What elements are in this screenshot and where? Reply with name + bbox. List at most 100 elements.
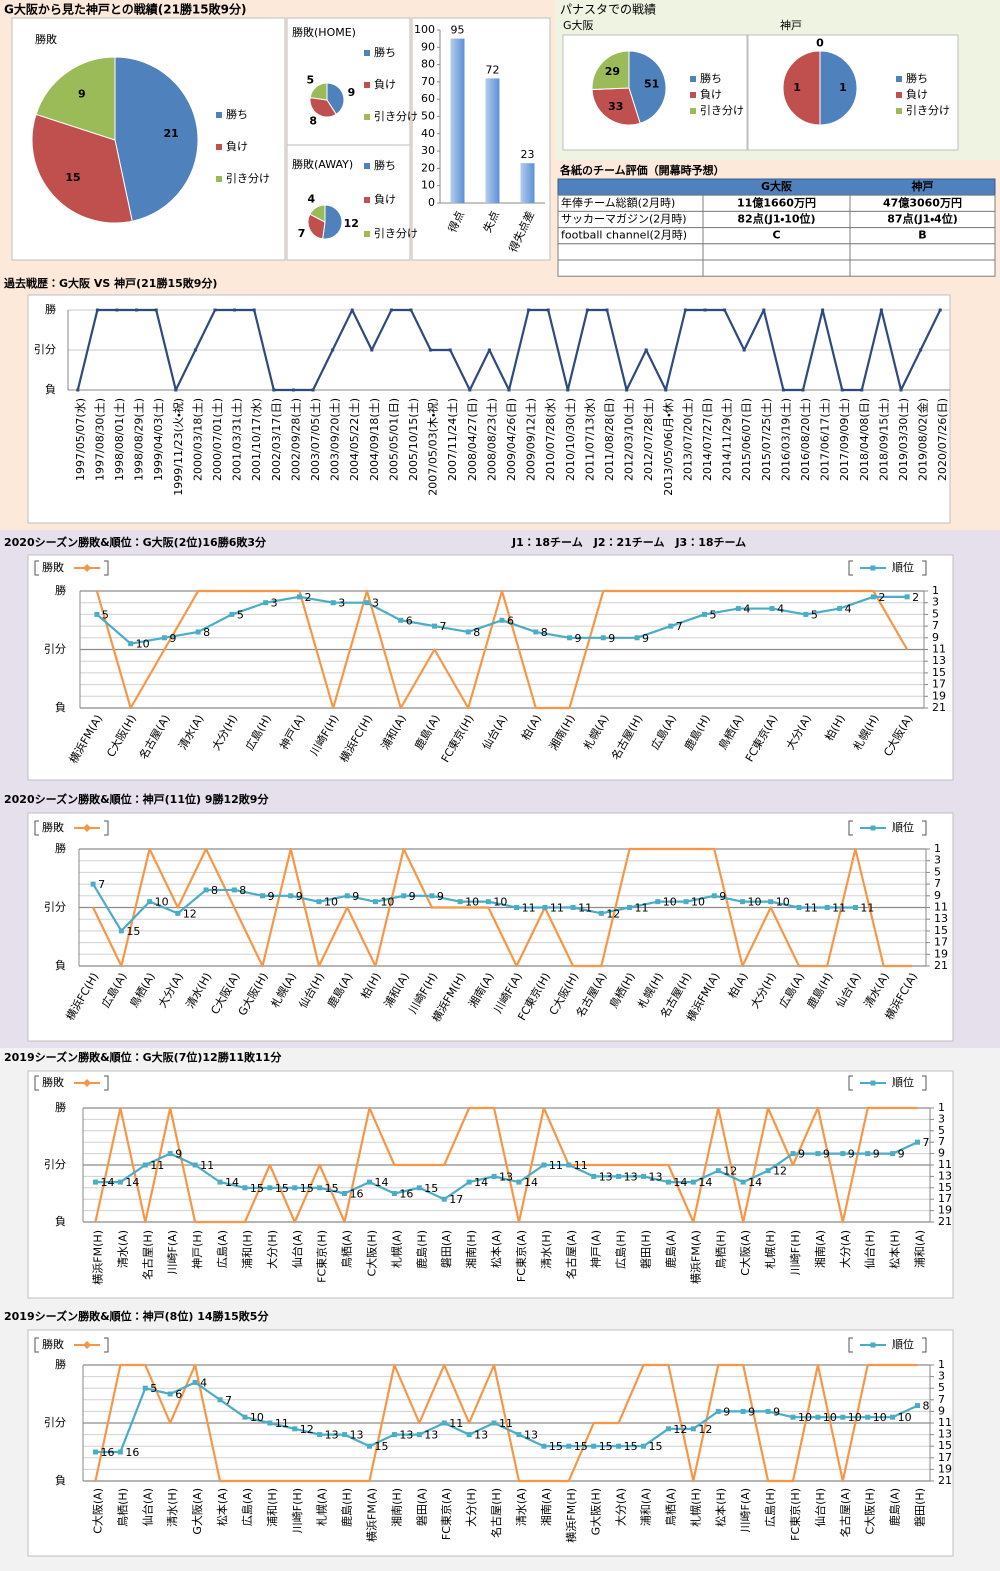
x-tick-label: 1997/05/07(水) bbox=[74, 398, 87, 481]
x-tick-label: 1999/04/03(土) bbox=[152, 398, 165, 481]
data-label: 11 bbox=[150, 1159, 164, 1172]
data-label: 5 bbox=[102, 608, 109, 621]
y-tick-label: 勝 bbox=[55, 1357, 66, 1371]
y2-tick-label: 7 bbox=[938, 1135, 945, 1148]
point-marker bbox=[815, 1414, 821, 1420]
data-label: 9 bbox=[169, 632, 176, 645]
legend-label: 勝敗 bbox=[42, 560, 64, 574]
point-marker bbox=[485, 899, 491, 905]
point-marker bbox=[634, 635, 640, 641]
data-label: 9 bbox=[898, 1148, 905, 1161]
x-tick-label: 広島(H) bbox=[614, 1230, 628, 1269]
pie-title: 勝敗(AWAY) bbox=[292, 157, 353, 171]
data-label: 16 bbox=[125, 1446, 139, 1459]
table-title: 各紙のチーム評価（開幕時予想） bbox=[559, 163, 725, 177]
y2-tick-label: 7 bbox=[938, 1393, 945, 1406]
point-marker bbox=[852, 905, 858, 910]
x-tick-label: 2019/08/02(金) bbox=[917, 398, 930, 481]
point-marker bbox=[870, 594, 876, 600]
y2-tick-label: 21 bbox=[932, 701, 946, 714]
point-marker bbox=[790, 1414, 796, 1420]
table-cell bbox=[702, 259, 851, 277]
data-label: 9 bbox=[575, 632, 582, 645]
pie-title: 勝敗(HOME) bbox=[292, 25, 356, 39]
bar-value-label: 23 bbox=[521, 148, 535, 161]
x-tick-label: 磐田(H) bbox=[640, 1230, 653, 1269]
legend-label: 負け bbox=[906, 88, 928, 101]
data-label: 6 bbox=[507, 614, 514, 627]
bar-shade bbox=[450, 38, 465, 204]
x-tick-label: 川崎F(A) bbox=[738, 1488, 752, 1532]
slice-label: 5 bbox=[306, 74, 314, 87]
point-marker bbox=[591, 1173, 597, 1179]
bar-shade bbox=[485, 78, 500, 203]
data-label: 10 bbox=[663, 896, 677, 909]
legend-bracket bbox=[104, 1075, 109, 1091]
panel bbox=[27, 1329, 954, 1557]
x-tick-label: 2012/07/28(土) bbox=[642, 398, 655, 481]
pie-title: 勝敗 bbox=[35, 32, 57, 46]
section-title: G大阪から見た神戸との戦績(21勝15敗9分) bbox=[4, 2, 246, 17]
annotation: J1：18チーム J2：21チーム J3：18チーム bbox=[511, 536, 746, 549]
point-marker bbox=[252, 308, 256, 312]
legend-label: 勝ち bbox=[226, 107, 248, 121]
slice-label: 12 bbox=[344, 217, 359, 230]
x-tick-label: FC東京(A) bbox=[515, 1230, 528, 1282]
data-label: 12 bbox=[773, 1165, 787, 1178]
point-marker bbox=[915, 1403, 921, 1409]
x-tick-label: 鹿島(A) bbox=[888, 1488, 902, 1526]
point-marker bbox=[409, 308, 413, 312]
data-label: 9 bbox=[409, 890, 416, 903]
x-tick-label: 2000/07/01(土) bbox=[211, 398, 224, 481]
point-marker bbox=[401, 893, 407, 899]
x-tick-label: G大阪(H) bbox=[589, 1488, 603, 1535]
y2-tick-label: 11 bbox=[938, 1158, 952, 1171]
legend-bracket bbox=[848, 1337, 853, 1353]
x-tick-label: 2013/07/20(土) bbox=[681, 398, 694, 481]
legend-swatch bbox=[364, 114, 370, 120]
data-label: 3 bbox=[338, 597, 345, 610]
legend-marker bbox=[870, 565, 876, 571]
chart-title: 過去戦歴：G大阪 VS 神戸(21勝15敗9分) bbox=[4, 276, 217, 290]
x-tick-label: 浦和(A) bbox=[914, 1230, 927, 1268]
point-marker bbox=[118, 928, 124, 934]
pie-slice bbox=[309, 97, 337, 118]
point-marker bbox=[167, 1391, 173, 1397]
point-marker bbox=[715, 1168, 721, 1174]
y2-tick-label: 19 bbox=[934, 947, 948, 960]
point-marker bbox=[350, 308, 354, 312]
point-marker bbox=[115, 308, 119, 312]
legend-bracket bbox=[922, 820, 927, 836]
point-marker bbox=[389, 308, 393, 312]
y-tick-label: 60 bbox=[421, 92, 435, 105]
pie-slice bbox=[591, 50, 630, 91]
x-tick-label: 横浜FM(H) bbox=[90, 1230, 104, 1285]
point-marker bbox=[899, 388, 903, 392]
point-marker bbox=[92, 1179, 98, 1185]
legend-label: 負け bbox=[374, 193, 396, 206]
data-label: 5 bbox=[237, 608, 244, 621]
x-tick-label: 川崎F(H) bbox=[290, 1488, 304, 1533]
y2-tick-label: 13 bbox=[938, 1169, 952, 1182]
point-marker bbox=[527, 308, 531, 312]
y2-tick-label: 13 bbox=[938, 1428, 952, 1441]
x-tick-label: 2001/03/31(土) bbox=[231, 398, 244, 481]
point-marker bbox=[644, 348, 648, 352]
data-label: 5 bbox=[811, 608, 818, 621]
legend-label: 順位 bbox=[892, 561, 914, 574]
point-marker bbox=[790, 1151, 796, 1157]
data-label: 15 bbox=[549, 1440, 563, 1453]
x-tick-label: 2004/05/22(土) bbox=[348, 398, 361, 481]
point-marker bbox=[233, 308, 237, 312]
point-marker bbox=[837, 606, 843, 612]
point-marker bbox=[292, 1185, 298, 1191]
legend-bracket bbox=[34, 1075, 39, 1091]
point-marker bbox=[938, 308, 942, 312]
legend-swatch bbox=[896, 108, 902, 114]
y2-tick-label: 11 bbox=[938, 1416, 952, 1429]
data-label: 15 bbox=[624, 1440, 638, 1453]
point-marker bbox=[567, 635, 573, 641]
data-label: 2 bbox=[878, 591, 885, 604]
table-header-cell: G大阪 bbox=[761, 179, 793, 193]
legend-bracket bbox=[848, 560, 853, 576]
